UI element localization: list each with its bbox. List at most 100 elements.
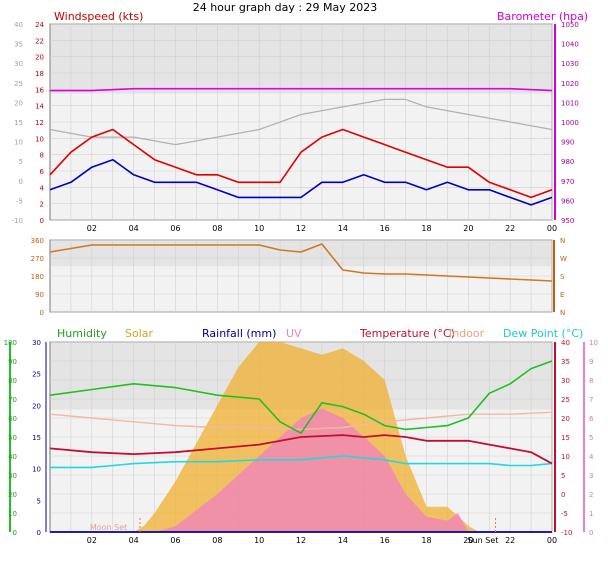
uv-axis-tick: 4 (589, 453, 594, 461)
direction-deg-axis-tick: 90 (35, 291, 44, 299)
weather-x-tick: 18 (421, 536, 431, 545)
direction-compass-axis-tick: E (560, 291, 564, 299)
wind-x-tick: 00 (547, 224, 557, 233)
barometer-axis-tick: 960 (561, 197, 574, 205)
direction-deg-axis-tick: 180 (31, 273, 44, 281)
barometer-axis-tick: 970 (561, 178, 574, 186)
rainfall-axis-tick: 20 (32, 402, 41, 410)
humidity-axis-tick: 50 (8, 434, 17, 442)
moonset-label: Moon Set (90, 523, 127, 532)
barometer-axis-tick: 990 (561, 139, 574, 147)
barometer-axis-tick: 1010 (561, 99, 579, 107)
wind-x-tick: 06 (170, 224, 180, 233)
weather-x-tick: 08 (212, 536, 222, 545)
humidity-axis-tick: 30 (8, 472, 17, 480)
legend-solar: Solar (125, 327, 154, 340)
weather-x-tick: 22 (505, 536, 515, 545)
wind-kts-axis-tick: 10 (35, 135, 44, 143)
barometer-axis-tick: 1040 (561, 41, 579, 49)
weather-x-tick: 20 (463, 536, 473, 545)
wind-outer-axis-tick: 5 (19, 158, 23, 166)
barometer-line (50, 87, 553, 92)
rainfall-axis-tick: 30 (32, 339, 41, 347)
uv-axis-tick: 1 (589, 510, 593, 518)
wind-x-tick: 02 (87, 224, 97, 233)
weather-x-tick: 00 (547, 536, 557, 545)
barometer-axis-tick: 980 (561, 158, 574, 166)
wind-average-line (49, 158, 553, 206)
wind-x-tick: 12 (296, 224, 306, 233)
wind-kts-axis-tick: 22 (35, 37, 44, 45)
barometer-axis-tick: 1030 (561, 60, 579, 68)
direction-compass-axis-tick: S (560, 273, 565, 281)
temperature-axis-tick: -5 (561, 510, 568, 518)
wind-gust-line (49, 128, 553, 199)
wind-outer-axis-tick: 40 (14, 21, 23, 29)
temperature-axis-tick: 20 (561, 415, 570, 423)
wind-x-tick: 04 (129, 224, 139, 233)
wind-kts-axis-tick: 20 (35, 54, 44, 62)
wind-x-tick: 08 (212, 224, 222, 233)
legend-humidity: Humidity (57, 327, 107, 340)
uv-axis-tick: 9 (589, 358, 593, 366)
temperature-axis-tick: 5 (561, 472, 565, 480)
rainfall-axis-tick: 15 (32, 434, 41, 442)
temperature-axis-tick: 10 (561, 453, 570, 461)
wind-outer-axis-tick: 10 (14, 139, 23, 147)
wind-outer-axis-tick: 25 (14, 80, 23, 88)
barometer-axis-tick: 1000 (561, 119, 579, 127)
wind-outer-axis-tick: 30 (14, 60, 23, 68)
wind-kts-axis-tick: 8 (40, 152, 44, 160)
chart-title: 24 hour graph day : 29 May 2023 (193, 1, 378, 14)
wind-outer-axis-tick: -10 (12, 217, 23, 225)
barometer-axis-tick: 950 (561, 217, 574, 225)
humidity-axis-tick: 90 (8, 358, 17, 366)
legend-temperature: Temperature (°C) (359, 327, 455, 340)
wind-x-tick: 14 (338, 224, 348, 233)
wind-outer-axis-tick: 20 (14, 99, 23, 107)
humidity-axis-tick: 40 (8, 453, 17, 461)
uv-axis-tick: 10 (589, 339, 598, 347)
barometer-axis-tick: 1020 (561, 80, 579, 88)
temperature-axis-tick: 30 (561, 377, 570, 385)
temperature-axis-tick: 0 (561, 491, 565, 499)
temperature-axis-tick: 35 (561, 358, 570, 366)
weather-x-tick: 10 (254, 536, 264, 545)
wind-kts-axis-tick: 12 (35, 119, 44, 127)
wind-direction-line (49, 243, 553, 282)
uv-axis-tick: 8 (589, 377, 593, 385)
direction-deg-axis-tick: 0 (40, 309, 44, 317)
uv-axis-tick: 0 (589, 529, 593, 537)
sunset-label: Sun Set (468, 536, 499, 545)
wind-kts-axis-tick: 0 (40, 217, 44, 225)
wind-kts-axis-tick: 14 (35, 103, 44, 111)
humidity-axis-tick: 80 (8, 377, 17, 385)
direction-compass-axis-tick: N (560, 237, 565, 245)
wind-x-tick: 20 (463, 224, 473, 233)
rainfall-axis-tick: 0 (37, 529, 41, 537)
wind-outer-axis-tick: 0 (19, 178, 23, 186)
temperature-axis-tick: -10 (561, 529, 572, 537)
wind-x-tick: 10 (254, 224, 264, 233)
temperature-axis-tick: 25 (561, 396, 570, 404)
wind-outer-axis-tick: 15 (14, 119, 23, 127)
humidity-axis-tick: 0 (13, 529, 17, 537)
rainfall-axis-tick: 10 (32, 466, 41, 474)
legend-rainfall: Rainfall (mm) (202, 327, 276, 340)
weather-x-tick: 02 (87, 536, 97, 545)
humidity-axis-tick: 60 (8, 415, 17, 423)
uv-axis-tick: 2 (589, 491, 593, 499)
humidity-axis-tick: 100 (4, 339, 17, 347)
legend-indoor: Indoor (449, 327, 485, 340)
temperature-line (49, 434, 553, 465)
dewpoint-line (50, 455, 553, 469)
wind-outer-axis-tick: -5 (16, 197, 23, 205)
direction-deg-axis-tick: 360 (31, 237, 44, 245)
rainfall-axis-tick: 5 (37, 497, 41, 505)
uv-axis-tick: 7 (589, 396, 593, 404)
humidity-line (49, 360, 553, 435)
legend-dewpoint: Dew Point (°C) (503, 327, 583, 340)
weather-x-tick: 16 (380, 536, 390, 545)
uv-axis-tick: 5 (589, 434, 593, 442)
